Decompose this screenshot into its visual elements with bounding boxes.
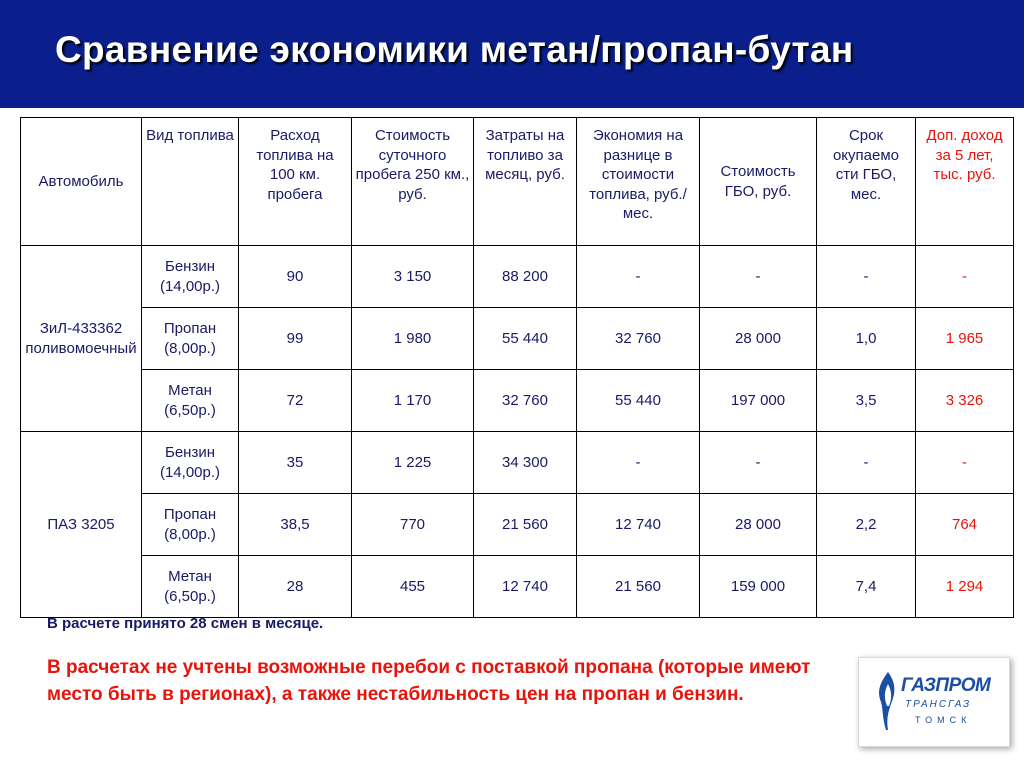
header-daily-cost: Стоимость суточного пробега 250 км., руб… (351, 117, 474, 246)
economics-table: Автомобиль Вид топлива Расход топлива на… (20, 117, 1014, 618)
savings-cell: 12 740 (576, 493, 700, 556)
warning-note: В расчетах не учтены возможные перебои с… (47, 657, 811, 705)
gbo-cost-cell: 159 000 (699, 555, 817, 618)
consumption-cell: 38,5 (238, 493, 352, 556)
consumption-cell: 90 (238, 245, 352, 308)
fuel-type-cell: Метан (6,50р.) (141, 369, 239, 432)
daily-cost-cell: 1 980 (351, 307, 474, 370)
daily-cost-cell: 1 170 (351, 369, 474, 432)
daily-cost-cell: 1 225 (351, 431, 474, 494)
header-gbo-cost: Стоимость ГБО, руб. (699, 117, 817, 246)
gbo-cost-cell: 28 000 (699, 493, 817, 556)
extra-income-cell: - (915, 245, 1014, 308)
extra-income-cell: 1 294 (915, 555, 1014, 618)
monthly-cost-cell: 12 740 (473, 555, 577, 618)
logo-name: ГАЗПРОМ (901, 675, 991, 696)
fuel-type-cell: Бензин (14,00р.) (141, 431, 239, 494)
gazprom-logo: ГАЗПРОМ ТРАНСГАЗ ТОМСК (858, 657, 1010, 747)
consumption-cell: 72 (238, 369, 352, 432)
gbo-cost-cell: - (699, 245, 817, 308)
fuel-type-cell: Пропан (8,00р.) (141, 493, 239, 556)
savings-cell: - (576, 431, 700, 494)
table-row: ЗиЛ-433362 поливомоечный Бензин (14,00р.)… (20, 245, 1014, 432)
logo-subsidiary: ТРАНСГАЗ (905, 699, 972, 710)
savings-cell: 32 760 (576, 307, 700, 370)
monthly-cost-cell: 21 560 (473, 493, 577, 556)
table-header-row: Автомобиль Вид топлива Расход топлива на… (20, 117, 1014, 246)
gbo-cost-cell: 197 000 (699, 369, 817, 432)
gas-flame-icon (879, 672, 895, 730)
payback-cell: 3,5 (816, 369, 916, 432)
consumption-cell: 99 (238, 307, 352, 370)
vehicle-cell: ПАЗ 3205 (20, 431, 142, 618)
consumption-cell: 28 (238, 555, 352, 618)
daily-cost-cell: 770 (351, 493, 474, 556)
shifts-note: В расчете принято 28 смен в месяце. (47, 615, 324, 632)
header-fuel-type: Вид топлива (141, 117, 239, 246)
header-extra-income: Доп. доход за 5 лет, тыс. руб. (915, 117, 1014, 246)
savings-cell: 55 440 (576, 369, 700, 432)
table-row: ПАЗ 3205 Бензин (14,00р.) 35 1 225 34 300- - -… (20, 431, 1014, 618)
payback-cell: 2,2 (816, 493, 916, 556)
table-row: Метан (6,50р.) 72 1 170 32 760 55 440 197 000… (21, 369, 1014, 432)
extra-income-cell: 764 (915, 493, 1014, 556)
vehicle-cell: ЗиЛ-433362 поливомоечный (20, 245, 142, 432)
payback-cell: - (816, 245, 916, 308)
extra-income-cell: - (915, 431, 1014, 494)
payback-cell: - (816, 431, 916, 494)
daily-cost-cell: 3 150 (351, 245, 474, 308)
gbo-cost-cell: - (699, 431, 817, 494)
header-savings: Экономия на разнице в стоимости топлива,… (576, 117, 700, 246)
fuel-type-cell: Бензин (14,00р.) (141, 245, 239, 308)
monthly-cost-cell: 32 760 (473, 369, 577, 432)
extra-income-cell: 1 965 (915, 307, 1014, 370)
savings-cell: 21 560 (576, 555, 700, 618)
header-vehicle: Автомобиль (20, 117, 142, 246)
consumption-cell: 35 (238, 431, 352, 494)
gbo-cost-cell: 28 000 (699, 307, 817, 370)
table-row: Пропан (8,00р.) 38,5 770 21 560 12 740 28 000… (21, 493, 1014, 556)
payback-cell: 7,4 (816, 555, 916, 618)
table-row: Метан (6,50р.) 28 455 12 740 21 560 159 000 7,… (21, 555, 1014, 618)
monthly-cost-cell: 88 200 (473, 245, 577, 308)
table-row: Пропан (8,00р.) 99 1 980 55 440 32 760 28 000… (21, 307, 1014, 370)
extra-income-cell: 3 326 (915, 369, 1014, 432)
daily-cost-cell: 455 (351, 555, 474, 618)
title-bar: Сравнение экономики метан/пропан-бутан (0, 0, 1024, 108)
monthly-cost-cell: 34 300 (473, 431, 577, 494)
slide-title: Сравнение экономики метан/пропан-бутан (55, 29, 854, 70)
header-payback: Срок окупаемо сти ГБО, мес. (816, 117, 916, 246)
header-monthly-cost: Затраты на топливо за месяц, руб. (473, 117, 577, 246)
monthly-cost-cell: 55 440 (473, 307, 577, 370)
header-consumption: Расход топлива на 100 км. пробега (238, 117, 352, 246)
fuel-type-cell: Метан (6,50р.) (141, 555, 239, 618)
savings-cell: - (576, 245, 700, 308)
fuel-type-cell: Пропан (8,00р.) (141, 307, 239, 370)
logo-city: ТОМСК (915, 715, 972, 725)
payback-cell: 1,0 (816, 307, 916, 370)
